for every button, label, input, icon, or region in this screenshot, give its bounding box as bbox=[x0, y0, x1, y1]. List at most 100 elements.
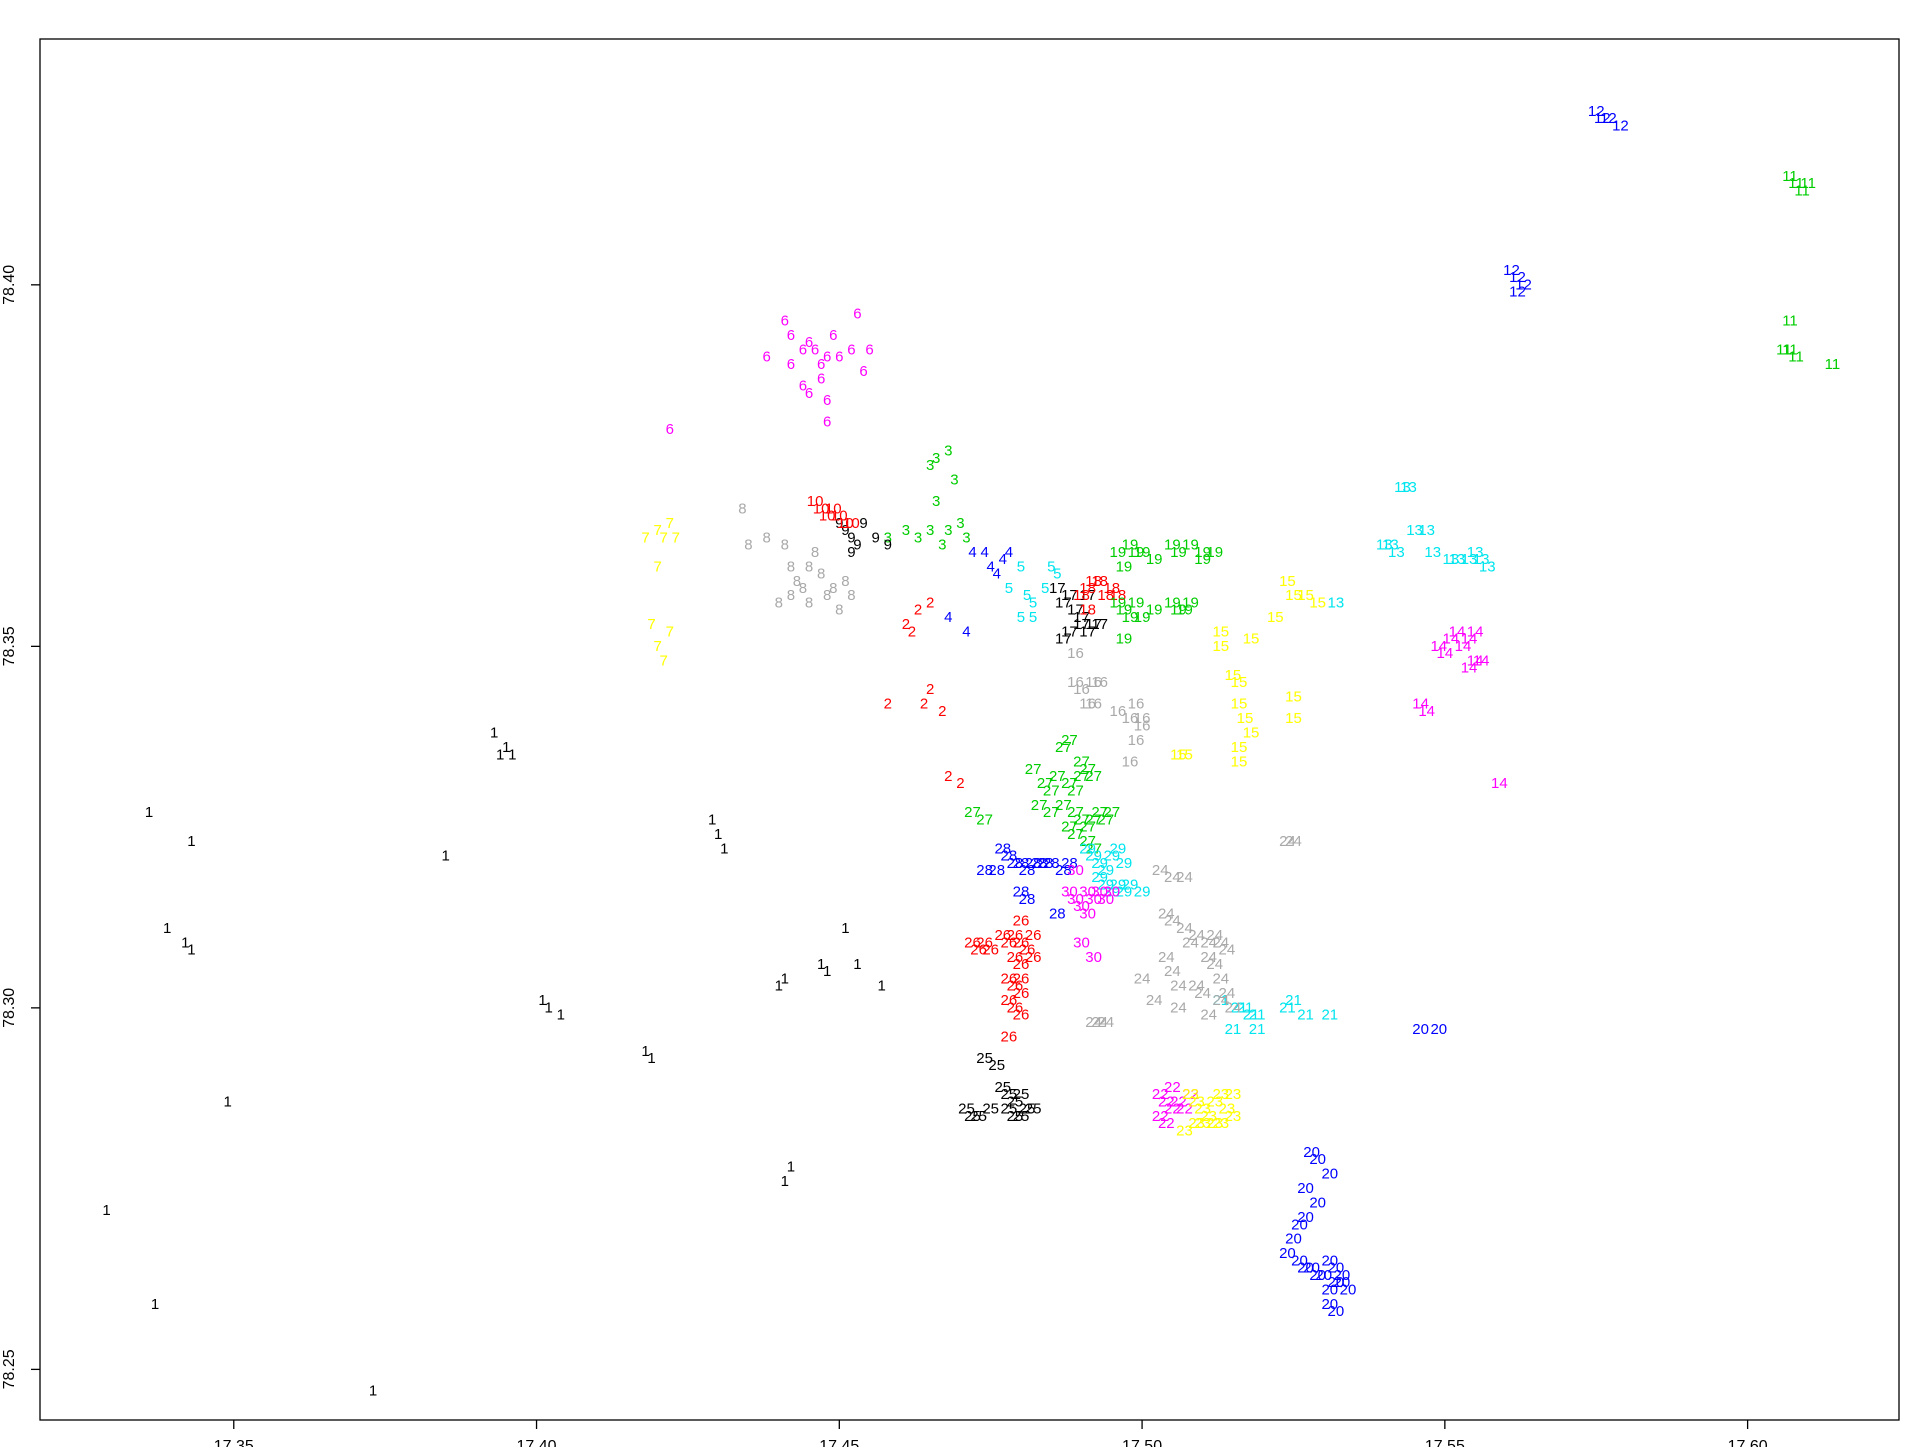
data-point-group-24: 24 bbox=[1170, 999, 1187, 1016]
data-point-group-28: 28 bbox=[1055, 862, 1072, 879]
data-point-group-1: 1 bbox=[781, 970, 789, 987]
data-point-group-11: 11 bbox=[1794, 182, 1810, 199]
data-point-group-9: 9 bbox=[871, 529, 879, 546]
y-tick-label: 78.30 bbox=[1, 988, 18, 1028]
data-point-group-6: 6 bbox=[823, 414, 831, 431]
data-point-group-9: 9 bbox=[847, 529, 855, 546]
data-point-group-27: 27 bbox=[1055, 797, 1072, 814]
data-point-group-7: 7 bbox=[641, 529, 649, 546]
data-point-group-5: 5 bbox=[1053, 566, 1061, 583]
data-point-group-23: 23 bbox=[1188, 1115, 1205, 1132]
data-point-group-8: 8 bbox=[799, 580, 807, 597]
data-point-group-15: 15 bbox=[1231, 754, 1248, 771]
data-point-group-15: 15 bbox=[1231, 696, 1248, 713]
data-point-group-25: 25 bbox=[988, 1057, 1005, 1074]
data-point-group-19: 19 bbox=[1110, 594, 1127, 611]
data-point-group-27: 27 bbox=[1025, 761, 1042, 778]
data-point-group-27: 27 bbox=[1079, 833, 1096, 850]
data-point-group-20: 20 bbox=[1291, 1216, 1308, 1233]
data-point-group-23: 23 bbox=[1225, 1086, 1242, 1103]
data-point-group-19: 19 bbox=[1116, 602, 1133, 619]
data-point-group-23: 23 bbox=[1206, 1093, 1223, 1110]
data-point-group-22: 22 bbox=[1158, 1115, 1175, 1132]
data-point-group-24: 24 bbox=[1097, 1014, 1114, 1031]
data-point-group-7: 7 bbox=[660, 652, 668, 669]
data-point-group-19: 19 bbox=[1116, 631, 1133, 648]
data-point-group-18: 18 bbox=[1085, 573, 1102, 590]
data-point-group-6: 6 bbox=[805, 385, 813, 402]
data-point-group-24: 24 bbox=[1206, 956, 1223, 973]
data-point-group-20: 20 bbox=[1328, 1274, 1345, 1291]
data-point-group-24: 24 bbox=[1212, 992, 1229, 1009]
data-point-group-6: 6 bbox=[859, 363, 867, 380]
data-point-group-26: 26 bbox=[1013, 1007, 1030, 1024]
data-point-group-20: 20 bbox=[1285, 1231, 1302, 1248]
data-point-group-29: 29 bbox=[1110, 840, 1127, 857]
data-point-group-25: 25 bbox=[1019, 1101, 1036, 1118]
data-point-group-21: 21 bbox=[1297, 1007, 1314, 1024]
data-point-group-11: 11 bbox=[1825, 356, 1841, 373]
data-point-group-28: 28 bbox=[1031, 855, 1048, 872]
series-27: 2727272727272727272727272727272727272727… bbox=[964, 732, 1120, 857]
data-point-group-25: 25 bbox=[982, 1101, 999, 1118]
data-point-group-23: 23 bbox=[1225, 1108, 1242, 1125]
data-point-group-10: 10 bbox=[831, 508, 848, 525]
data-point-group-3: 3 bbox=[956, 515, 964, 532]
data-point-group-23: 23 bbox=[1219, 1101, 1236, 1118]
data-point-group-21: 21 bbox=[1321, 1007, 1338, 1024]
series-20: 20 20202020202020202020202020202020202020… bbox=[1279, 1021, 1447, 1320]
data-point-group-14: 14 bbox=[1412, 696, 1429, 713]
data-point-group-29: 29 bbox=[1110, 876, 1127, 893]
data-point-group-30: 30 bbox=[1079, 905, 1096, 922]
data-point-group-19: 19 bbox=[1134, 609, 1151, 626]
data-point-group-20: 20 bbox=[1334, 1267, 1351, 1284]
data-point-group-21: 21 bbox=[1249, 1021, 1266, 1038]
data-point-group-17: 17 bbox=[1073, 609, 1090, 626]
data-point-group-13: 13 bbox=[1382, 537, 1399, 554]
data-point-group-21: 21 bbox=[1279, 999, 1296, 1016]
data-point-group-26: 26 bbox=[1007, 927, 1024, 944]
data-point-group-29: 29 bbox=[1122, 876, 1139, 893]
data-point-group-19: 19 bbox=[1194, 544, 1211, 561]
data-point-group-24: 24 bbox=[1176, 920, 1193, 937]
data-point-group-24: 24 bbox=[1158, 905, 1175, 922]
data-point-group-29: 29 bbox=[1116, 884, 1133, 901]
data-point-group-10: 10 bbox=[825, 500, 842, 517]
data-point-group-27: 27 bbox=[1067, 782, 1084, 799]
data-point-group-6: 6 bbox=[799, 378, 807, 395]
data-point-group-18: 18 bbox=[1079, 602, 1096, 619]
data-point-group-4: 4 bbox=[993, 566, 1001, 583]
data-point-group-26: 26 bbox=[1013, 985, 1030, 1002]
data-point-group-24: 24 bbox=[1091, 1014, 1108, 1031]
data-point-group-24: 24 bbox=[1212, 934, 1229, 951]
data-point-group-3: 3 bbox=[962, 529, 970, 546]
data-point-group-14: 14 bbox=[1443, 631, 1460, 648]
data-point-group-26: 26 bbox=[970, 942, 987, 959]
data-point-group-22: 22 bbox=[1176, 1101, 1193, 1118]
data-point-group-19: 19 bbox=[1116, 558, 1133, 575]
data-point-group-27: 27 bbox=[1031, 797, 1048, 814]
data-point-group-16: 16 bbox=[1128, 732, 1145, 749]
data-point-group-8: 8 bbox=[805, 558, 813, 575]
data-point-group-23: 23 bbox=[1176, 1122, 1193, 1139]
data-point-group-3: 3 bbox=[932, 493, 940, 510]
data-point-group-14: 14 bbox=[1418, 703, 1435, 720]
data-point-group-23: 23 bbox=[1194, 1115, 1211, 1132]
data-point-group-7: 7 bbox=[666, 515, 674, 532]
data-point-group-15: 15 bbox=[1231, 674, 1248, 691]
data-point-group-14: 14 bbox=[1473, 652, 1490, 669]
data-point-group-1: 1 bbox=[187, 942, 195, 959]
data-point-group-27: 27 bbox=[1049, 768, 1066, 785]
data-point-group-1: 1 bbox=[508, 746, 516, 763]
data-point-group-8: 8 bbox=[847, 587, 855, 604]
data-point-group-6: 6 bbox=[817, 356, 825, 373]
data-point-group-9: 9 bbox=[853, 537, 861, 554]
data-point-group-1: 1 bbox=[557, 1007, 565, 1024]
data-point-group-25: 25 bbox=[1001, 1086, 1018, 1103]
data-point-group-26: 26 bbox=[982, 942, 999, 959]
data-point-group-12: 12 bbox=[1612, 117, 1629, 134]
data-point-group-28: 28 bbox=[976, 862, 993, 879]
